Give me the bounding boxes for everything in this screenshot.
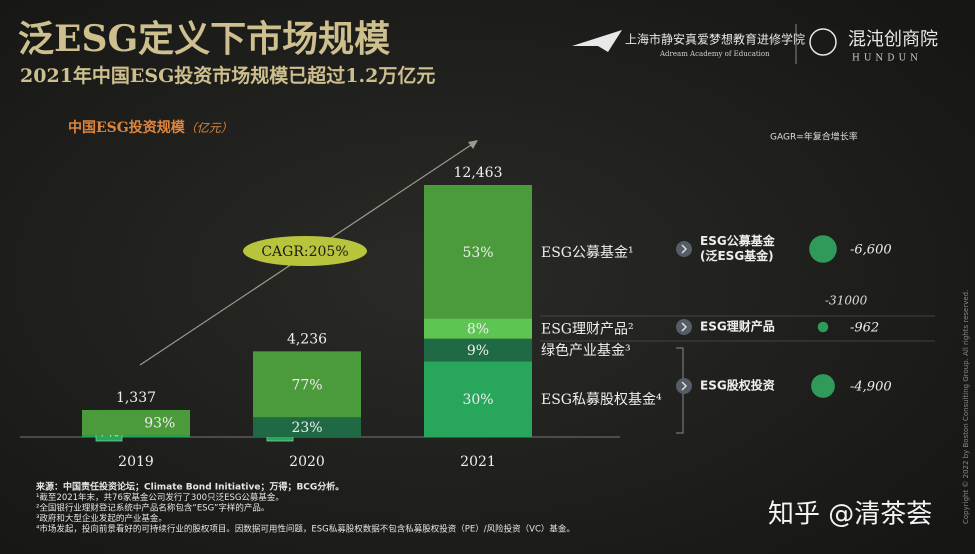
copyright: Copyright © 2022 by Boston Consulting Gr… (962, 290, 970, 524)
logo2-cn: 混沌创商院 (848, 29, 938, 50)
chevron-badge (676, 319, 692, 335)
panel-label: ESG公募基金 (700, 233, 776, 248)
panel-extra: -31000 (825, 294, 868, 308)
footnote: ¹截至2021年末，共76家基金公司发行了300只泛ESG公募基金。 (36, 492, 284, 503)
segment-label: 9% (467, 343, 489, 359)
bar-segment (82, 409, 190, 436)
subtitle: 2021年中国ESG投资市场规模已超过1.2万亿元 (20, 64, 435, 87)
total-label: 12,463 (454, 165, 503, 181)
chevron (681, 322, 688, 332)
logo1-en: Adream Academy of Education (659, 50, 770, 58)
panel-label: (泛ESG基金) (700, 248, 774, 263)
total-label: 1,337 (116, 390, 156, 406)
bar-segment (253, 351, 361, 418)
segment-label: 23% (291, 420, 322, 436)
bar-segment (424, 185, 532, 319)
title: 泛ESG定义下市场规模 (18, 18, 390, 60)
segment-label: 53% (462, 245, 493, 261)
growth-value: -6,600 (850, 243, 892, 258)
chevron-badge (676, 378, 692, 394)
panel-label: ESG股权投资 (700, 378, 775, 393)
legend-label: 绿色产业基金³ (541, 342, 631, 359)
chart-title: 中国ESG投资规模（亿元） (68, 119, 233, 136)
segment-label: 8% (467, 322, 489, 338)
growth-dot (811, 374, 835, 398)
total-label: 4,236 (287, 331, 327, 347)
growth-dot (809, 235, 837, 263)
panel-note: GAGR=年复合增长率 (770, 131, 858, 143)
segment-label: 93% (144, 416, 175, 432)
cagr-badge (243, 236, 367, 266)
legend-label: ESG理财产品² (541, 322, 634, 338)
segment-label: 77% (291, 377, 322, 393)
watermark: 知乎 @清茶荟 (768, 500, 932, 530)
legend-label: ESG私募股权基金⁴ (541, 391, 662, 408)
cagr-label: CAGR:205% (261, 244, 348, 260)
chart-unit: （亿元） (185, 121, 233, 135)
chevron-badge (676, 241, 692, 257)
x-tick-label: 2019 (118, 454, 154, 470)
growth-value: -962 (850, 321, 879, 336)
x-tick-label: 2021 (460, 454, 496, 470)
logo2-en: HUNDUN (852, 54, 922, 64)
growth-value: -4,900 (850, 380, 892, 395)
bar-segment (424, 361, 532, 437)
logo-plane (572, 30, 622, 52)
x-tick-label: 2020 (289, 454, 325, 470)
bar-segment (424, 318, 532, 339)
bar-segment (82, 435, 190, 437)
footnote: 来源：中国责任投资论坛；Climate Bond Initiative；万得；B… (35, 481, 344, 493)
bar-segment (253, 417, 361, 437)
panel-label: ESG理财产品 (700, 319, 775, 334)
logo2-mark (809, 28, 837, 56)
chevron (681, 381, 688, 391)
growth-dot (817, 321, 829, 333)
logo1-cn: 上海市静安真爱梦想教育进修学院 (625, 32, 805, 47)
footnote: ³政府和大型企业发起的产业基金。 (36, 513, 167, 524)
chart-title-main: 中国ESG投资规模 (68, 119, 186, 136)
footnote: ²全国银行业理财登记系统中产品名称包含“ESG”字样的产品。 (36, 503, 269, 514)
bar-segment (424, 338, 532, 362)
trend-arrow-head (468, 140, 478, 149)
legend-label: ESG公募基金¹ (541, 244, 634, 261)
segment-label: 30% (462, 392, 493, 408)
footnote: ⁴市场发起，投向前景看好的可持续行业的股权项目。因数据可用性问题，ESG私募股权… (36, 524, 575, 535)
chevron (681, 244, 688, 254)
